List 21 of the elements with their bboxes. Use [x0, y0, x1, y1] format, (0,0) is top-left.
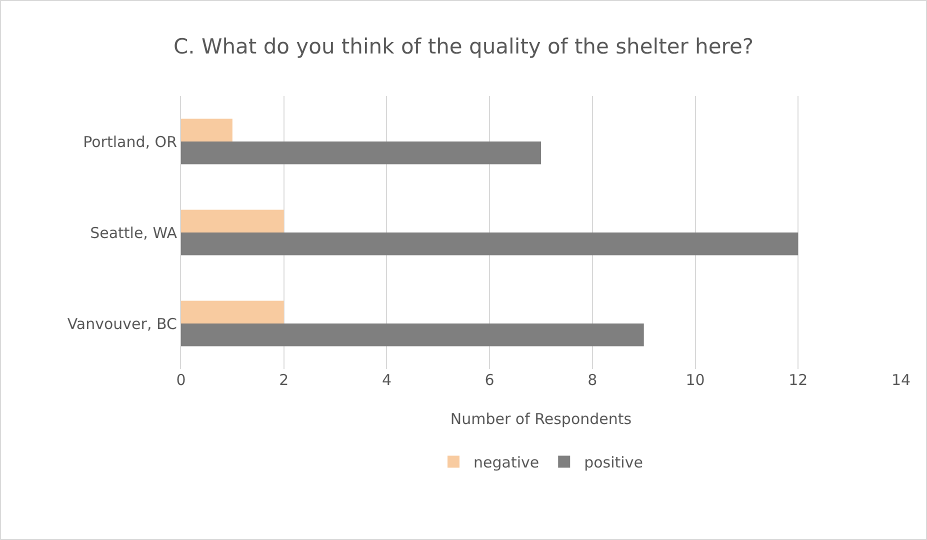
y-tick-label: Seattle, WA [90, 224, 178, 242]
x-axis-title: Number of Respondents [450, 410, 632, 428]
bar [181, 142, 541, 164]
x-tick-label: 14 [891, 371, 911, 389]
x-tick-label: 2 [279, 371, 289, 389]
x-tick-label: 10 [686, 371, 705, 389]
legend-label: negative [474, 454, 540, 472]
x-tick-label: 12 [788, 371, 808, 389]
y-tick-label: Vanvouver, BC [67, 314, 177, 333]
bar [181, 232, 798, 256]
x-tick-label: 0 [176, 371, 186, 389]
x-tick-label: 8 [588, 371, 598, 389]
bar [181, 300, 284, 324]
bar [181, 210, 284, 232]
legend-label: positive [584, 454, 643, 472]
x-tick-label: 4 [382, 371, 392, 389]
x-tick-label: 6 [484, 371, 494, 389]
bar [181, 324, 644, 346]
y-tick-label: Portland, OR [83, 132, 177, 151]
chart-title: C. What do you think of the quality of the shelter here? [173, 34, 754, 58]
bar [181, 118, 232, 142]
